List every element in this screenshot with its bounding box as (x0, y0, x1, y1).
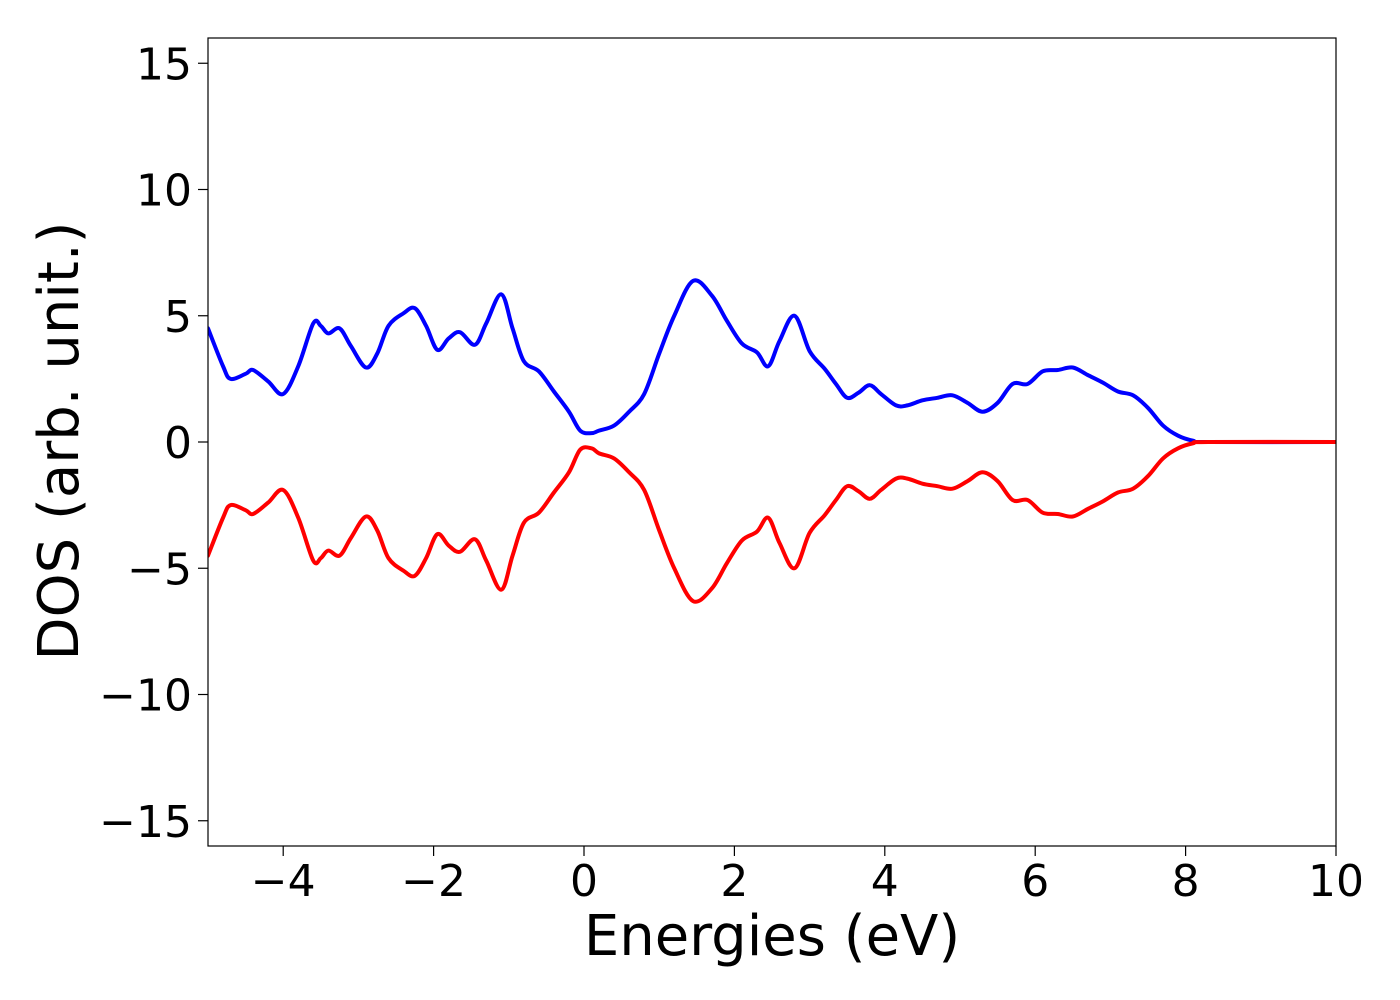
x-tick-label: 0 (570, 856, 598, 907)
x-axis-label: Energies (eV) (584, 904, 960, 969)
y-tick-label: −5 (127, 544, 192, 595)
y-tick-label: 0 (164, 418, 192, 469)
x-tick-label: −2 (401, 856, 466, 907)
y-axis-label: DOS (arb. unit.) (27, 221, 92, 660)
y-tick-label: −15 (99, 797, 192, 848)
dos-line (208, 278, 1336, 445)
x-tick-label: 6 (1021, 856, 1049, 907)
x-tick-label: 10 (1308, 856, 1364, 907)
y-tick-label: 15 (136, 39, 192, 90)
x-tick-label: 4 (871, 856, 899, 907)
x-tick-label: 8 (1172, 856, 1200, 907)
y-tick-label: 10 (136, 166, 192, 217)
plot-lines (208, 278, 1336, 604)
y-tick-label: −10 (99, 671, 192, 722)
x-tick-label: −4 (251, 856, 316, 907)
x-tick-label: 2 (720, 856, 748, 907)
y-tick-label: 5 (164, 292, 192, 343)
dos-line (208, 439, 1336, 604)
plot-frame (207, 37, 1337, 847)
